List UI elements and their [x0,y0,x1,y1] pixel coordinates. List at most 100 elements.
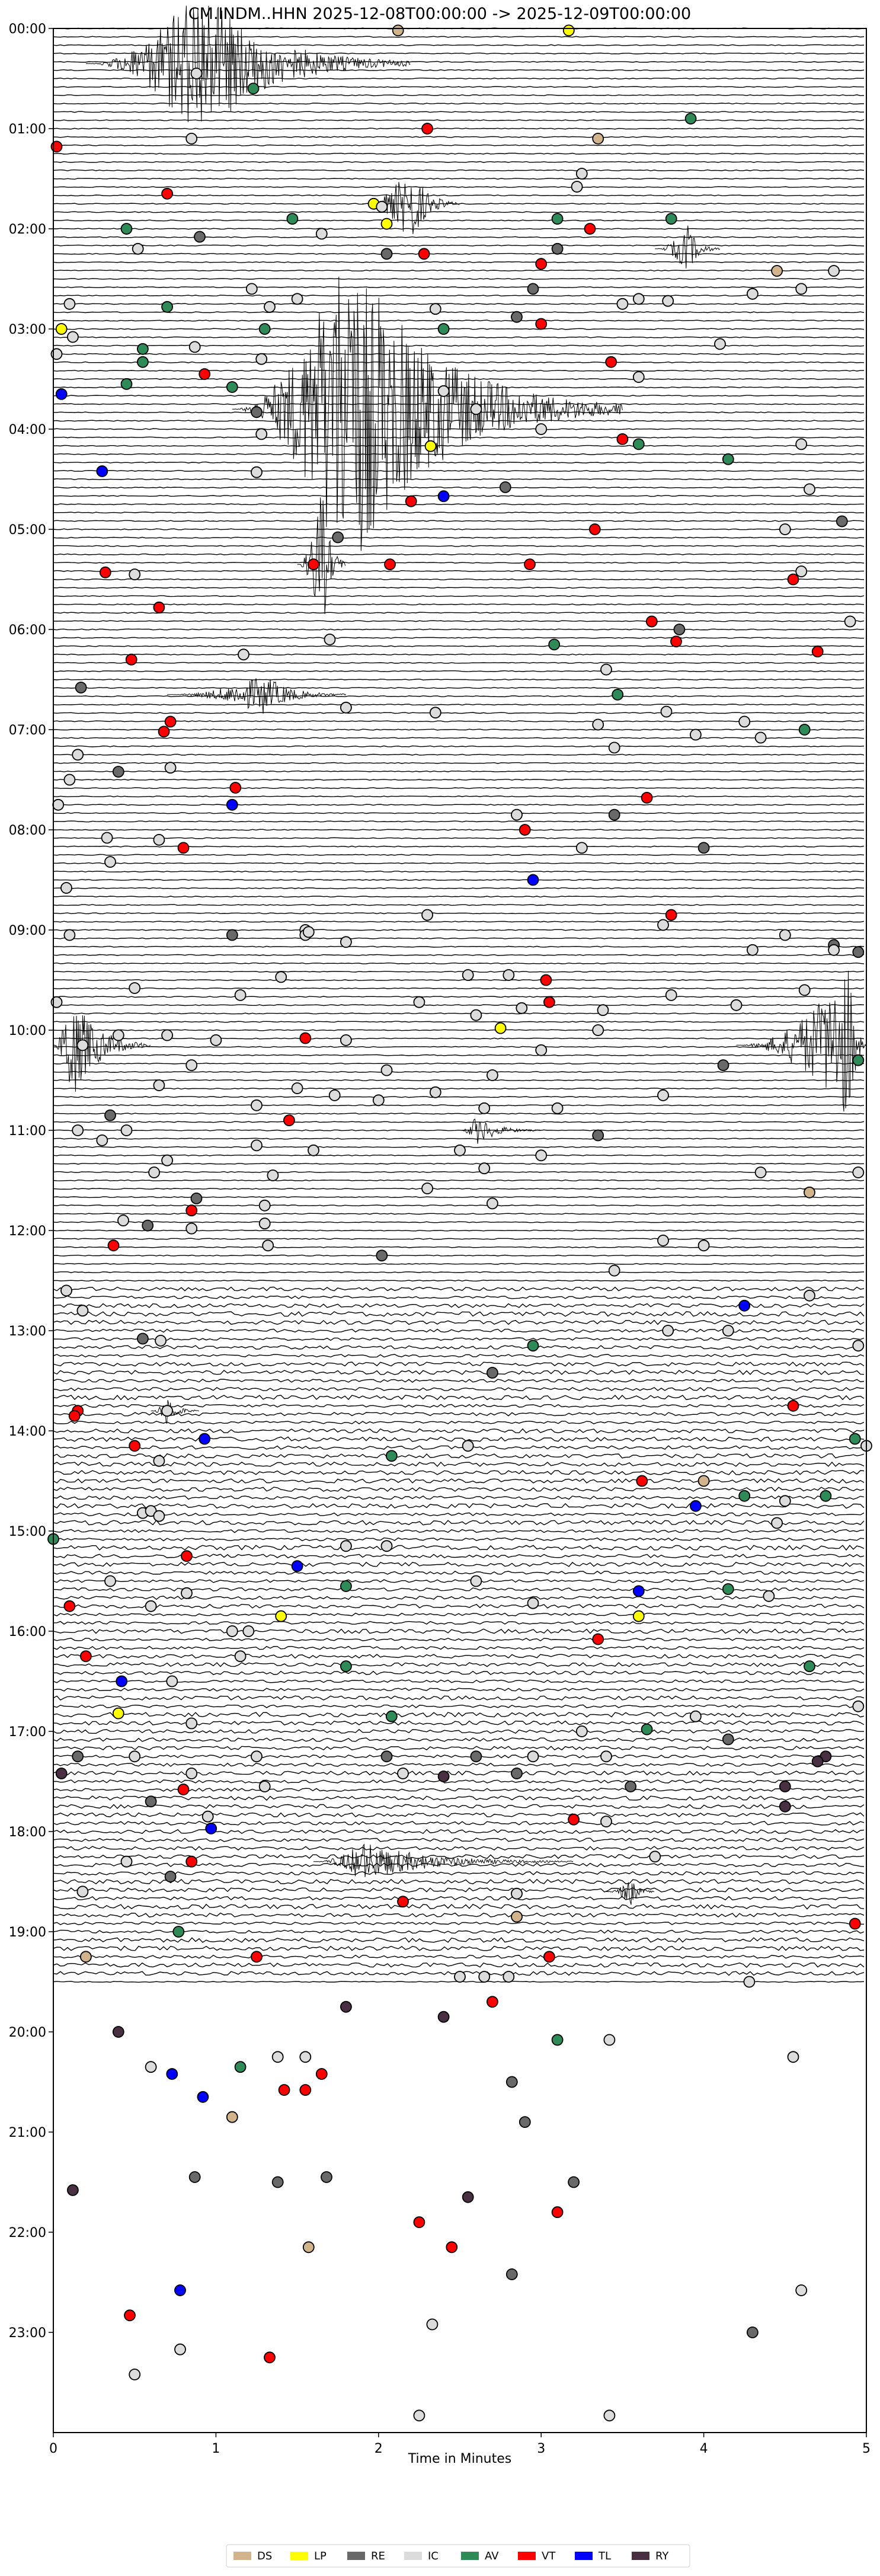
event-marker-vt [177,1784,190,1795]
event-marker-ic [462,969,474,981]
event-marker-ic [324,634,336,645]
event-marker-re [164,1871,177,1883]
event-marker-ic [487,1069,498,1081]
y-tick-label: 01:00 [9,122,46,137]
trace-line [53,954,865,956]
trace-line [53,428,864,430]
event-marker-ic [251,466,263,478]
trace-line [53,503,864,506]
trace-line [53,119,865,122]
trace-line [53,712,865,714]
event-marker-ic [454,1144,466,1156]
x-tick-label: 2 [375,2441,383,2456]
event-marker-ic [722,1325,734,1337]
trace-line [53,770,865,772]
event-marker-re [747,2326,759,2338]
trace-line [53,1221,865,1223]
trace-line [53,553,864,555]
trace-line [53,328,865,330]
event-marker-ic [429,707,441,719]
event-marker-ic [60,882,72,894]
event-marker-ic [413,2409,425,2422]
trace-line [53,52,865,55]
event-marker-ry [462,2191,474,2203]
trace-line [53,1079,865,1082]
event-marker-av [551,213,564,225]
legend-frame [226,2544,690,2568]
event-waveform [53,1015,151,1092]
trace-line [53,1012,865,1015]
event-marker-tl [205,1822,217,1834]
trace-line [53,854,865,856]
event-marker-ic [258,1781,271,1792]
trace-line [53,286,865,289]
event-marker-ic [340,1540,352,1552]
trace-line [53,1369,865,1375]
trace-line [53,395,865,397]
event-marker-ic [185,1222,198,1235]
event-marker-ic [551,1102,564,1114]
trace-line [53,545,865,547]
trace-line [53,1645,865,1650]
event-marker-ic [117,1215,129,1227]
trace-line [53,778,865,781]
trace-line [53,887,865,890]
event-marker-vt [384,558,396,570]
legend-swatch-vt [518,2552,536,2560]
trace-line [53,386,865,389]
trace-line [53,520,865,522]
event-marker-ic [245,283,258,295]
trace-line [53,1495,865,1500]
trace-line [53,1579,865,1583]
event-marker-re [505,2268,518,2280]
trace-line [53,870,865,872]
event-marker-ic [166,1675,178,1687]
trace-line [53,1695,865,1701]
event-marker-vt [251,1951,263,1963]
event-marker-ic [516,1002,528,1014]
event-marker-av [665,213,677,225]
seismic-event-waveforms [53,5,866,1905]
event-marker-av [804,1660,815,1673]
trace-line [53,445,865,447]
trace-line [53,1812,865,1818]
event-marker-av [548,638,561,651]
trace-line [53,1295,865,1299]
event-marker-av [852,1054,865,1066]
trace-line [53,420,865,422]
event-marker-vt [811,645,824,658]
event-marker-vt [535,318,548,330]
event-marker-ic [571,181,583,193]
event-marker-ds [511,1910,523,1923]
trace-line [53,812,865,814]
event-marker-ds [79,1951,92,1963]
trace-line [53,937,865,939]
event-marker-av [798,724,811,736]
trace-line [53,1428,865,1434]
trace-line [53,670,864,672]
trace-line [53,403,865,405]
event-marker-ic [426,2318,439,2331]
trace-line [53,1004,865,1006]
event-marker-vt [543,996,555,1008]
trace-line [53,244,865,247]
event-marker-ic [308,1144,319,1156]
event-marker-vt [264,2351,276,2364]
event-marker-ic [660,705,673,718]
event-marker-re [380,1750,393,1763]
event-marker-av [172,1926,185,1938]
event-marker-re [142,1219,154,1232]
event-marker-ic [779,523,791,535]
event-marker-ry [112,2026,124,2038]
event-marker-av [286,213,299,225]
event-marker-ic [188,341,201,353]
trace-line [53,1387,865,1391]
x-tick-label: 5 [862,2441,871,2456]
event-marker-ic [649,1850,661,1863]
event-marker-ry [55,1768,68,1779]
trace-line [53,595,865,597]
trace-line [53,1878,865,1885]
trace-line [53,645,865,647]
event-marker-ic [185,132,198,145]
